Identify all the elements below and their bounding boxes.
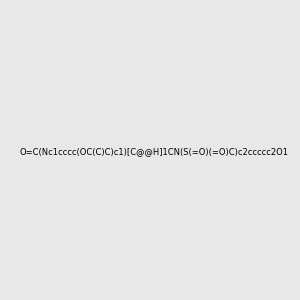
Text: O=C(Nc1cccc(OC(C)C)c1)[C@@H]1CN(S(=O)(=O)C)c2ccccc2O1: O=C(Nc1cccc(OC(C)C)c1)[C@@H]1CN(S(=O)(=O… bbox=[19, 147, 288, 156]
